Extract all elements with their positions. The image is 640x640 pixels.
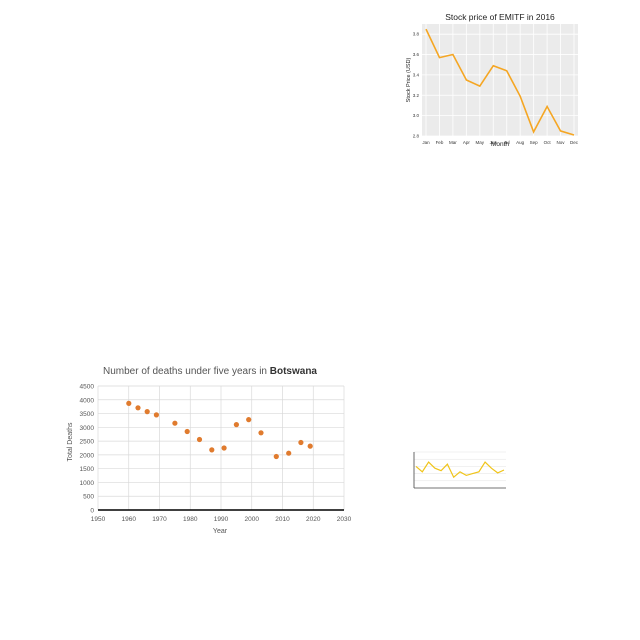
data-point	[286, 451, 291, 456]
data-point	[135, 405, 140, 410]
data-point	[154, 412, 159, 417]
x-tick-label: Feb	[436, 140, 444, 145]
x-tick-label: Dec	[570, 140, 579, 145]
x-tick-label: Sep	[530, 140, 539, 145]
x-tick-label: Aug	[516, 140, 525, 145]
y-tick-label: 3.6	[413, 52, 420, 57]
x-tick-label: May	[476, 140, 485, 145]
y-tick-label: 2000	[80, 452, 95, 459]
y-tick-label: 2.8	[413, 134, 420, 139]
data-point	[222, 445, 227, 450]
x-tick-label: Apr	[463, 140, 471, 145]
y-tick-label: 2500	[80, 439, 95, 446]
x-axis-label: Year	[213, 528, 228, 535]
y-tick-label: 0	[90, 508, 94, 515]
data-point	[126, 401, 131, 406]
data-line	[416, 462, 504, 477]
x-tick-label: Mar	[449, 140, 457, 145]
data-point	[308, 444, 313, 449]
x-tick-label: 1980	[183, 516, 198, 523]
x-tick-label: 1970	[152, 516, 167, 523]
chart-title: Number of deaths under five years in Bot…	[103, 366, 317, 377]
y-axis-ticks: 2.8 3.0 3.2 3.4 3.6 3.8	[413, 32, 420, 139]
data-point	[274, 454, 279, 459]
y-tick-label: 3500	[80, 411, 95, 418]
x-tick-label: 2000	[245, 516, 260, 523]
x-tick-label: 1950	[91, 516, 106, 523]
x-axis-label: Month	[491, 141, 509, 148]
title-prefix: Number of deaths under five years in	[103, 366, 270, 377]
y-tick-label: 3.2	[413, 93, 420, 98]
data-point	[172, 421, 177, 426]
data-point	[258, 430, 263, 435]
y-tick-label: 500	[83, 494, 94, 501]
stock-price-chart: Stock price of EMITF in 2016 2.8 3.0 3.2 3.…	[400, 6, 586, 152]
gridlines	[414, 452, 506, 481]
x-tick-label: 2020	[306, 516, 321, 523]
deaths-under-five-chart: Number of deaths under five years in Bot…	[60, 356, 360, 536]
chart-title: Stock price of EMITF in 2016	[445, 12, 555, 22]
y-tick-label: 3.8	[413, 32, 420, 37]
x-tick-label: 2030	[337, 516, 352, 523]
y-tick-label: 3.0	[413, 113, 420, 118]
y-tick-label: 1000	[80, 480, 95, 487]
data-point	[209, 447, 214, 452]
y-tick-label: 3.4	[413, 72, 420, 77]
x-tick-label: 2010	[275, 516, 290, 523]
x-axis-ticks: 1950 1960 1970 1980 1990 2000 2010 2020 2030	[91, 516, 352, 523]
x-tick-label: Oct	[544, 140, 552, 145]
data-point	[246, 417, 251, 422]
data-point	[298, 440, 303, 445]
x-tick-label: 1960	[122, 516, 137, 523]
data-point	[234, 422, 239, 427]
y-tick-label: 4500	[80, 384, 95, 391]
y-tick-label: 1500	[80, 466, 95, 473]
data-point	[185, 429, 190, 434]
y-axis-label: Stock Price (USD)	[406, 58, 412, 103]
y-axis-label: Total Deaths	[67, 422, 74, 461]
data-point	[197, 437, 202, 442]
y-tick-label: 4000	[80, 397, 95, 404]
x-tick-label: 1990	[214, 516, 229, 523]
x-tick-label: Jan	[422, 140, 430, 145]
title-country: Botswana	[270, 366, 318, 377]
small-line-chart	[408, 444, 512, 508]
chart-background	[60, 356, 360, 536]
x-tick-label: Nov	[557, 140, 566, 145]
y-tick-label: 3000	[80, 425, 95, 432]
data-point	[145, 409, 150, 414]
